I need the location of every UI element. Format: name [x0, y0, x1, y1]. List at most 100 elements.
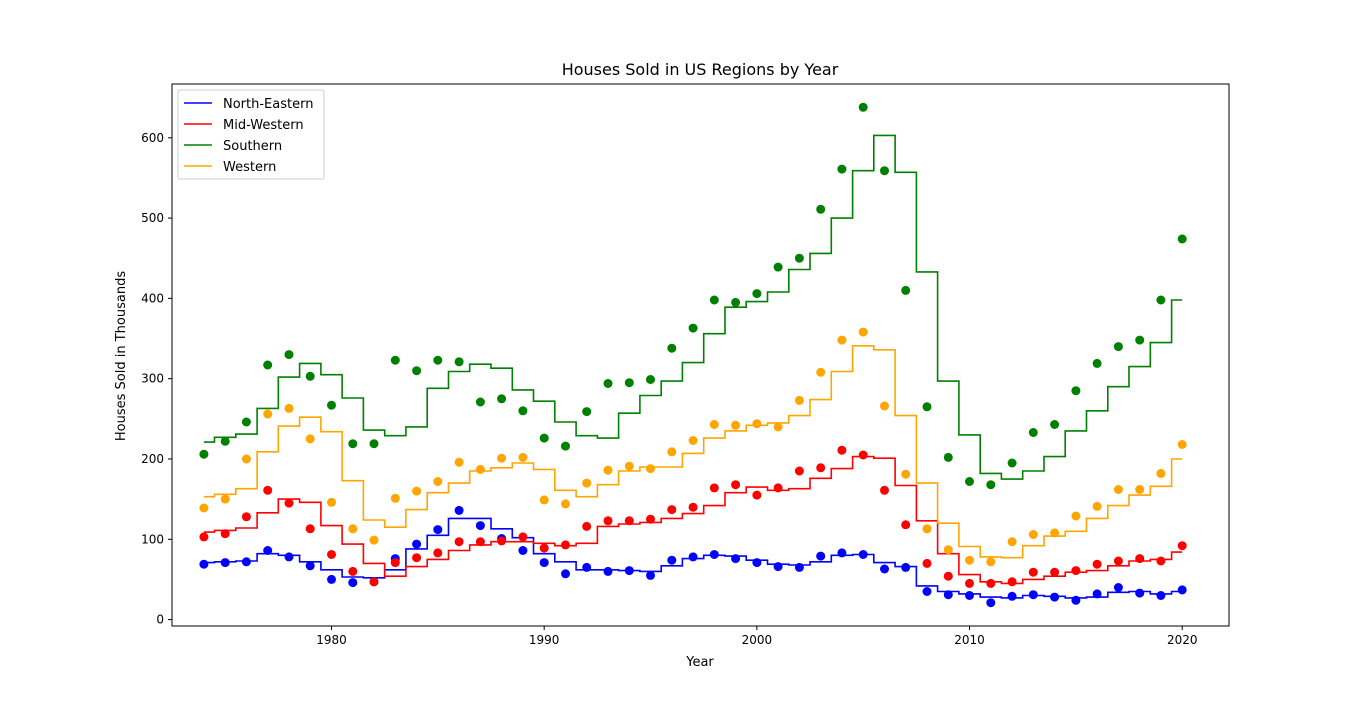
data-point [582, 478, 592, 488]
data-point [794, 562, 804, 572]
data-point [1050, 420, 1060, 429]
data-point [1113, 556, 1123, 566]
data-point [986, 480, 996, 490]
data-point [837, 164, 847, 174]
data-point [603, 465, 613, 475]
data-point [263, 546, 273, 555]
y-axis-label: Houses Sold in Thousands [114, 271, 129, 441]
x-axis-label: Year [685, 655, 714, 670]
data-point [518, 452, 528, 462]
data-point [922, 524, 932, 534]
data-point [731, 297, 741, 307]
data-point [667, 505, 677, 515]
data-point [943, 452, 953, 462]
data-point [922, 558, 932, 568]
data-point [901, 520, 911, 530]
data-point [305, 434, 315, 444]
data-point [348, 578, 358, 588]
data-point [858, 450, 868, 460]
data-point [603, 379, 613, 388]
data-point [646, 514, 655, 524]
data-point [901, 469, 911, 479]
data-point [965, 578, 974, 588]
data-point [433, 355, 443, 365]
data-point [199, 532, 209, 542]
data-point [1177, 440, 1187, 449]
data-point [241, 454, 251, 464]
data-point [369, 439, 379, 449]
data-point [348, 524, 358, 534]
data-point [1135, 485, 1145, 494]
data-point [1007, 537, 1017, 547]
data-point [327, 400, 336, 410]
series-southern [199, 102, 1187, 490]
data-point [816, 463, 826, 473]
data-point [454, 357, 464, 367]
data-point [263, 409, 273, 419]
x-tick-label: 1980 [316, 633, 347, 647]
data-point [412, 366, 422, 376]
data-point [880, 401, 889, 411]
x-tick-label: 2010 [954, 633, 985, 647]
data-point [688, 436, 698, 445]
data-point [1113, 485, 1123, 494]
data-point [539, 558, 549, 568]
data-point [199, 559, 209, 569]
data-point [390, 558, 400, 568]
data-point [433, 548, 443, 558]
data-point [922, 402, 932, 412]
legend-label: Southern [223, 139, 282, 154]
data-point [241, 417, 251, 427]
data-point [646, 375, 655, 384]
data-point [539, 433, 549, 443]
data-point [475, 397, 485, 407]
data-point [1028, 567, 1038, 577]
data-point [965, 555, 974, 565]
data-point [348, 566, 358, 576]
data-point [582, 407, 592, 417]
data-point [1071, 386, 1081, 396]
data-point [454, 537, 464, 547]
data-point [901, 285, 911, 295]
data-point [284, 552, 294, 562]
data-point [1092, 589, 1102, 599]
data-point [688, 502, 698, 512]
data-point [646, 464, 655, 474]
data-point [1092, 358, 1102, 368]
data-point [1050, 567, 1060, 577]
data-point [667, 555, 677, 565]
data-point [624, 566, 634, 576]
data-point [1007, 591, 1017, 601]
data-point [603, 566, 613, 576]
data-point [986, 557, 996, 567]
x-axis-ticks: 1980 1990 2000 2010 2020 [316, 626, 1197, 647]
data-point [709, 550, 719, 559]
data-point [731, 420, 741, 430]
data-point [497, 536, 507, 546]
data-point [1156, 295, 1166, 305]
data-point [454, 505, 464, 515]
data-point [880, 166, 889, 176]
data-point [901, 562, 911, 572]
data-point [1156, 468, 1166, 478]
data-point [752, 558, 762, 568]
data-point [1156, 556, 1166, 566]
legend-box [177, 89, 325, 180]
data-point [1050, 592, 1060, 602]
data-point [305, 371, 315, 381]
data-point [773, 262, 783, 272]
data-point [1177, 585, 1187, 595]
data-point [454, 457, 464, 467]
data-point [539, 543, 549, 553]
data-point [1028, 428, 1038, 437]
data-point [837, 445, 847, 455]
data-point [412, 486, 422, 496]
data-point [220, 558, 230, 568]
data-point [348, 439, 358, 449]
data-point [1092, 559, 1102, 569]
data-point [1135, 554, 1145, 564]
series-north-eastern [199, 505, 1187, 608]
data-point [624, 461, 634, 471]
data-point [284, 498, 294, 508]
